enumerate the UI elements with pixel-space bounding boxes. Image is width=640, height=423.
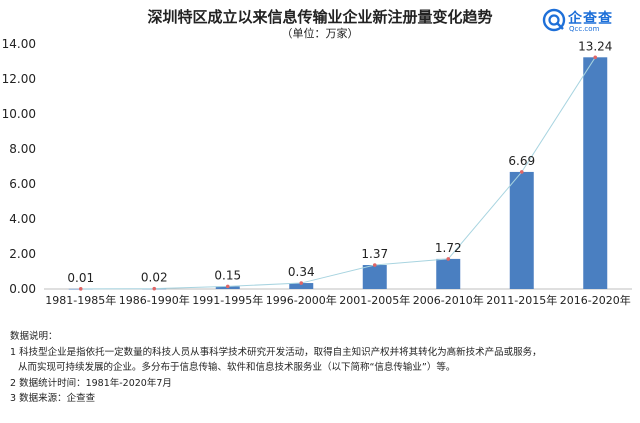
trend-marker xyxy=(446,257,451,261)
value-label: 0.02 xyxy=(141,271,168,285)
category-label: 1991-1995年 xyxy=(192,293,263,307)
category-label: 2001-2005年 xyxy=(339,293,410,307)
y-tick-label: 0.00 xyxy=(9,282,36,296)
trend-marker xyxy=(152,286,157,291)
bar xyxy=(436,258,461,289)
note-1-line-1: 1 科技型企业是指依托一定数量的科技人员从事科学技术研究开发活动，取得自主知识产… xyxy=(10,346,542,358)
value-label: 0.15 xyxy=(214,268,241,282)
trend-marker xyxy=(519,170,524,174)
y-tick-label: 2.00 xyxy=(9,247,36,261)
trend-marker xyxy=(78,287,83,291)
trend-marker xyxy=(299,281,304,285)
y-tick-label: 12.00 xyxy=(2,72,36,86)
y-tick-label: 6.00 xyxy=(9,177,36,191)
y-tick-label: 4.00 xyxy=(9,212,36,226)
value-label: 6.69 xyxy=(508,154,535,168)
category-label: 2016-2020年 xyxy=(560,293,631,307)
chart-unit: （单位：万家） xyxy=(281,27,359,40)
bar-chart: 0.00 2.00 4.00 6.00 8.00 10.00 12.00 14.00 0.01 1… xyxy=(2,37,632,307)
y-tick-label: 10.00 xyxy=(2,107,36,121)
trend-marker xyxy=(372,263,377,267)
category-label: 1996-2000年 xyxy=(266,293,337,307)
trend-marker xyxy=(593,55,598,60)
bar xyxy=(362,265,387,289)
note-2: 2 数据统计时间：1981年-2020年7月 xyxy=(10,377,172,389)
data-notes: 数据说明： 1 科技型企业是指依托一定数量的科技人员从事科学技术研究开发活动，取… xyxy=(10,329,630,407)
note-3: 3 数据来源：企查查 xyxy=(10,393,96,404)
notes-heading: 数据说明： xyxy=(10,331,58,342)
value-label: 1.37 xyxy=(361,247,388,261)
category-label: 2011-2015年 xyxy=(486,293,557,307)
bar xyxy=(289,283,314,289)
y-tick-label: 8.00 xyxy=(9,142,36,156)
value-label: 0.34 xyxy=(288,265,315,279)
value-label: 0.01 xyxy=(67,271,94,285)
chart-title: 深圳特区成立以来信息传输业企业新注册量变化趋势 xyxy=(147,8,493,26)
trend-marker xyxy=(225,284,230,289)
bar xyxy=(509,171,534,289)
bar xyxy=(583,57,608,289)
qcc-logo-icon xyxy=(542,8,566,32)
qcc-logo-name: 企查查 xyxy=(568,11,613,27)
category-label: 1981-1985年 xyxy=(45,293,116,307)
qcc-logo: 企查查 Qcc.com xyxy=(542,8,632,36)
note-1-line-2: 从而实现可持续发展的企业。多分布于信息传输、软件和信息技术服务业（以下简称“信息… xyxy=(18,362,456,373)
category-label: 2006-2010年 xyxy=(413,293,484,307)
trend-line xyxy=(80,57,596,290)
y-tick-label: 14.00 xyxy=(2,37,36,51)
category-label: 1986-1990年 xyxy=(119,293,190,307)
value-label: 1.72 xyxy=(435,241,462,255)
qcc-logo-domain: Qcc.com xyxy=(569,25,600,33)
value-label: 13.24 xyxy=(578,39,612,53)
